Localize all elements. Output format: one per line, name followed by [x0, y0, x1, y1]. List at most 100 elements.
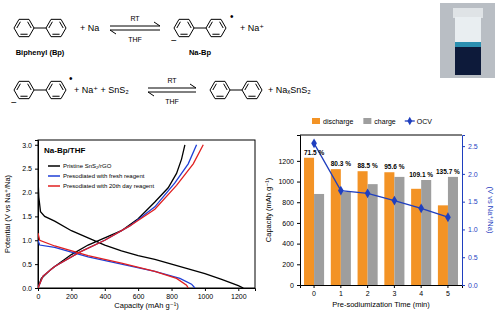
- bar: [421, 180, 431, 285]
- plot-marks: [304, 138, 458, 285]
- series-line: [38, 145, 203, 288]
- tick-mark: [105, 288, 106, 291]
- tick: 2: [366, 285, 370, 297]
- annotation: 71.5 %: [304, 149, 324, 156]
- axis-title: Capacity (mAh g⁻¹): [114, 301, 179, 310]
- tick-mark: [35, 216, 38, 217]
- biphenyl-structure: [14, 81, 66, 98]
- axis-line: [463, 136, 466, 286]
- tick: 200: [66, 288, 78, 300]
- tick-label: 200: [66, 293, 78, 300]
- tick-mark: [462, 146, 465, 147]
- chart-voltage-profile: 0200400600800100012000.00.51.01.52.02.53…: [3, 140, 256, 310]
- tick-mark: [447, 285, 448, 288]
- marker: [445, 212, 451, 222]
- axis-title: (V vs Na⁺/Na): [486, 187, 495, 234]
- tick-label: 800: [166, 293, 178, 300]
- bar: [368, 184, 378, 285]
- tick-label: 4: [419, 290, 423, 297]
- ring: [206, 19, 226, 36]
- tick-label: 2: [366, 290, 370, 297]
- tick: 2.0: [22, 189, 38, 196]
- tick-label: 0.0: [22, 285, 32, 292]
- tick-mark: [394, 285, 395, 288]
- biphenyl-structure: [14, 19, 66, 36]
- double-bond: [209, 22, 213, 28]
- tick: 1: [339, 285, 343, 297]
- bar: [358, 171, 368, 285]
- bar: [331, 169, 341, 285]
- photo-background: [440, 3, 495, 78]
- reagent: + Na⁺ + SnS₂: [74, 85, 129, 95]
- tick-mark: [297, 202, 300, 203]
- radical-sign: •: [230, 11, 234, 22]
- double-bond: [177, 22, 181, 28]
- tick-label: 1200: [278, 158, 294, 165]
- reagent: + NaₓSnS₂: [268, 85, 311, 95]
- tick-mark: [35, 145, 38, 146]
- tick-mark: [421, 285, 422, 288]
- tick: 800: [166, 288, 178, 300]
- bar: [314, 194, 324, 285]
- arrow-forward: [148, 84, 196, 88]
- series-line: [38, 145, 197, 288]
- tick-mark: [297, 182, 300, 183]
- tick-label: 0: [290, 282, 294, 289]
- axis-line: [301, 286, 463, 289]
- axis: 012345: [301, 285, 463, 297]
- axis: 0.00.51.01.52.02.53.0: [22, 141, 38, 292]
- legend-swatch: [363, 118, 371, 124]
- tick: 1.0: [462, 226, 478, 233]
- legend-swatch: [312, 118, 320, 124]
- bar: [448, 177, 458, 285]
- tick-label: 1000: [278, 178, 294, 185]
- double-bond: [28, 22, 32, 28]
- tick: 2.5: [22, 165, 38, 172]
- axis-line: [35, 141, 39, 289]
- tick-mark: [297, 161, 300, 162]
- tick-label: 0.5: [22, 261, 32, 268]
- tick: 1200: [231, 288, 247, 300]
- legend-label: charge: [374, 118, 396, 126]
- annotation: 95.6 %: [384, 163, 404, 170]
- bar: [394, 177, 404, 285]
- double-bond: [180, 34, 187, 35]
- bar: [341, 192, 351, 285]
- bar: [384, 172, 394, 285]
- tick: 3.0: [22, 142, 38, 149]
- tick-mark: [35, 193, 38, 194]
- tick-mark: [172, 288, 173, 291]
- legend: Pristine SnS₂/rGOPresodiated with fresh …: [48, 163, 154, 189]
- tick: 600: [133, 288, 145, 300]
- charge-sign: −: [171, 35, 177, 46]
- reaction-scheme: Biphenyl (Bp)+ NaRTTHF•−Na-Bp+ Na⁺•−+ Na…: [11, 11, 311, 108]
- vial-photo: [440, 3, 495, 78]
- tick-label: 0: [312, 290, 316, 297]
- condition: RT: [130, 15, 140, 22]
- legend-swatch: [48, 175, 60, 177]
- ring: [174, 19, 194, 36]
- tick-mark: [297, 244, 300, 245]
- tick-label: 0: [37, 293, 41, 300]
- tick: 3: [392, 285, 396, 297]
- legend-swatch: [48, 165, 60, 167]
- tick: 0: [37, 288, 41, 300]
- tick-mark: [462, 285, 465, 286]
- tick: 0.5: [462, 254, 478, 261]
- bar: [411, 189, 421, 285]
- axis: 0.00.51.01.52.02.5: [462, 136, 478, 289]
- tick-label: 0.5: [468, 254, 478, 261]
- double-bond: [224, 84, 228, 90]
- tick-mark: [35, 288, 38, 289]
- tick-mark: [71, 288, 72, 291]
- tick: 400: [282, 240, 300, 247]
- double-bond: [60, 22, 64, 28]
- double-bond: [17, 84, 21, 90]
- plot-frame-top: [300, 135, 462, 136]
- axis-title: Potential (V vs Na⁺/Na): [3, 174, 12, 253]
- tick-label: 2.5: [468, 143, 478, 150]
- tick-mark: [462, 202, 465, 203]
- annotation: 109.1 %: [409, 171, 433, 178]
- double-bond: [52, 34, 59, 35]
- tick: 800: [282, 199, 300, 206]
